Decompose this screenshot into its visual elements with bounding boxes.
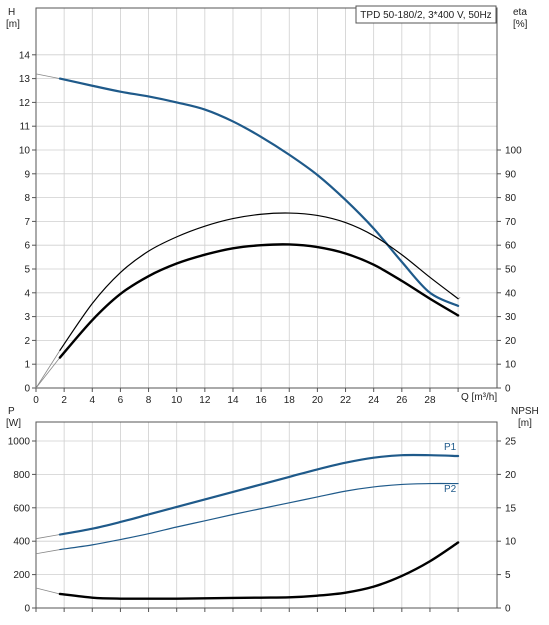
series-label-p1: P1 [444,442,457,453]
y-tick-label-right: 80 [505,193,517,204]
top-ylabel-right-line1: eta [513,7,527,18]
x-tick-label: 18 [284,395,296,406]
bottom-y-ticks-left: 0 200 400 600 800 1000 [8,437,36,615]
bottom-ylabel-right-line1: NPSH [511,406,539,417]
y-tick-label-right: 10 [505,537,517,548]
x-tick-label: 6 [118,395,124,406]
x-tick-label: 4 [89,395,95,406]
title-box [355,5,497,24]
y-tick-label-left: 0 [24,604,30,615]
bottom-ylabel-right-line2: [m] [518,418,532,429]
y-tick-label-right: 20 [505,470,517,481]
y-tick-label-left: 9 [24,169,30,180]
series-line-2 [58,243,460,359]
y-tick-label-left: 4 [24,288,30,299]
y-tick-label-right: 25 [505,437,517,448]
bottom-y-ticks-right: 0 5 10 15 20 25 [497,437,517,615]
y-tick-label-left: 13 [19,74,31,85]
head-efficiency-chart: 0 2 4 6 8 10 12 14 16 18 20 22 24 26 28 01234567891011… [6,5,528,406]
top-gridlines [35,8,497,389]
top-ylabel-left-line2: [m] [6,19,20,30]
extrapolated-line [35,534,60,540]
y-tick-label-left: 10 [19,146,31,157]
top-series-lines [58,77,460,359]
series-label-p2: P2 [444,484,457,495]
y-tick-label-left: 200 [13,570,30,581]
x-tick-label: 28 [424,395,436,406]
y-tick-label-left: 7 [24,217,30,228]
x-tick-label: 10 [171,395,183,406]
extrapolated-line [35,350,61,389]
y-tick-label-left: 1 [24,360,30,371]
extrapolated-line [35,357,61,389]
y-tick-label-left: 600 [13,503,30,514]
series-line-1 [59,212,459,351]
chart-title: TPD 50-180/2, 3*400 V, 50Hz [360,10,491,21]
y-tick-label-left: 400 [13,537,30,548]
x-tick-label: 14 [227,395,239,406]
top-x-ticks: 0 2 4 6 8 10 12 14 16 18 20 22 24 26 28 [33,388,459,406]
top-ylabel-right-line2: [%] [513,19,528,30]
y-tick-label-right: 50 [505,265,517,276]
y-tick-label-right: 70 [505,217,517,228]
top-ylabel-left-line1: H [8,7,15,18]
bottom-ylabel-left-line2: [W] [6,418,21,429]
y-tick-label-right: 40 [505,288,517,299]
bottom-plot-frame [35,421,498,609]
y-tick-label-left: 2 [24,336,30,347]
y-tick-label-left: 0 [24,384,30,395]
y-tick-label-left: 12 [19,98,31,109]
bottom-extrapolated-lines [35,534,61,595]
y-tick-label-right: 60 [505,241,517,252]
series-line-0 [58,453,460,536]
y-tick-label-left: 14 [19,50,31,61]
y-tick-label-left: 3 [24,312,30,323]
y-tick-label-left: 8 [24,193,30,204]
x-tick-label: 24 [368,395,380,406]
y-tick-label-right: 90 [505,169,517,180]
top-y-ticks-right: 0 10 20 30 40 50 60 70 80 90 100 [497,146,522,395]
y-tick-label-left: 800 [13,470,30,481]
y-tick-label-right: 20 [505,336,517,347]
x-tick-label: 16 [256,395,268,406]
bottom-series-lines [58,453,460,600]
series-line-1 [59,482,459,551]
series-line-0 [58,77,460,307]
y-tick-label-left: 5 [24,265,30,276]
series-line-2 [58,541,460,600]
y-tick-label-right: 0 [505,384,511,395]
extrapolated-line [35,587,61,595]
y-tick-label-left: 1000 [8,437,31,448]
x-tick-label: 8 [146,395,152,406]
y-tick-label-right: 10 [505,360,517,371]
y-tick-label-left: 11 [20,122,31,133]
extrapolated-line [35,73,60,79]
y-tick-label-right: 15 [505,503,517,514]
y-tick-label-right: 5 [505,570,511,581]
bottom-ylabel-left-line1: P [8,406,15,417]
bottom-x-ticks [35,608,459,612]
x-tick-label: 12 [199,395,211,406]
y-tick-label-right: 100 [505,146,522,157]
bottom-gridlines [35,422,497,609]
y-tick-label-left: 6 [24,241,30,252]
extrapolated-line [35,549,60,555]
x-tick-label: 0 [33,395,39,406]
top-extrapolated-lines [35,73,461,389]
top-xlabel: Q [m³/h] [461,392,497,403]
x-tick-label: 20 [312,395,324,406]
x-tick-label: 26 [396,395,408,406]
x-tick-label: 2 [61,395,67,406]
y-tick-label-right: 30 [505,312,517,323]
x-tick-label: 22 [340,395,352,406]
y-tick-label-right: 0 [505,604,511,615]
